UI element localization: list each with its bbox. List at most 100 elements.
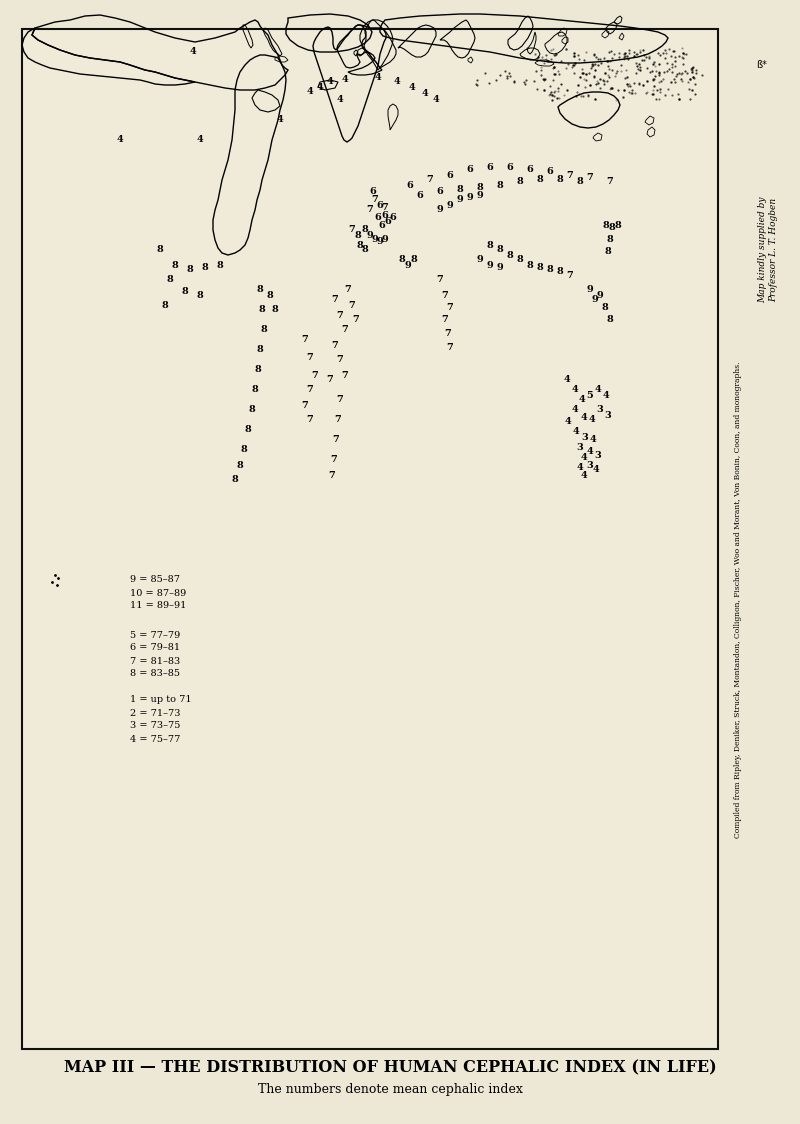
Text: 8: 8 — [526, 261, 534, 270]
Text: 9: 9 — [437, 206, 443, 215]
Text: 7: 7 — [437, 275, 443, 284]
Text: 7: 7 — [426, 175, 434, 184]
Text: MAP III — THE DISTRIBUTION OF HUMAN CEPHALIC INDEX (IN LIFE): MAP III — THE DISTRIBUTION OF HUMAN CEPH… — [64, 1060, 716, 1077]
Text: 4: 4 — [306, 88, 314, 97]
Text: 8: 8 — [249, 406, 255, 415]
Text: 6: 6 — [546, 167, 554, 176]
Text: 8: 8 — [237, 461, 243, 470]
Text: 10 = 87–89: 10 = 87–89 — [130, 589, 186, 598]
Text: 7: 7 — [382, 203, 388, 212]
Text: 8: 8 — [357, 241, 363, 250]
Text: 4: 4 — [586, 447, 594, 456]
Text: 3 = 73–75: 3 = 73–75 — [130, 722, 180, 731]
Text: 6: 6 — [486, 163, 494, 172]
Text: 4: 4 — [572, 406, 578, 415]
Text: 6: 6 — [526, 165, 534, 174]
Text: 9: 9 — [586, 285, 594, 294]
Text: 4: 4 — [578, 396, 586, 405]
Text: 4: 4 — [374, 73, 382, 82]
Text: 9: 9 — [457, 196, 463, 205]
Text: 7 = 81–83: 7 = 81–83 — [130, 656, 180, 665]
Text: 4: 4 — [565, 417, 571, 426]
Text: 7: 7 — [333, 435, 339, 444]
Text: 7: 7 — [606, 178, 614, 187]
Text: 4: 4 — [394, 78, 400, 87]
Text: 8: 8 — [517, 178, 523, 187]
Text: 6: 6 — [390, 214, 396, 223]
Text: 4: 4 — [602, 390, 610, 399]
Text: 7: 7 — [312, 371, 318, 380]
Text: 8: 8 — [162, 300, 168, 309]
Text: 7: 7 — [442, 316, 448, 325]
Text: 7: 7 — [353, 316, 359, 325]
Text: 5 = 77–79: 5 = 77–79 — [130, 631, 180, 640]
Text: 8: 8 — [245, 426, 251, 435]
Text: 8: 8 — [217, 261, 223, 270]
Text: 3: 3 — [594, 451, 602, 460]
Text: 8: 8 — [252, 386, 258, 395]
Text: 4: 4 — [117, 136, 123, 145]
Text: 8: 8 — [486, 241, 494, 250]
Text: 8: 8 — [546, 265, 554, 274]
Text: 8: 8 — [614, 220, 622, 229]
Text: Map kindly supplied by
Professor L. T. Hogben: Map kindly supplied by Professor L. T. H… — [758, 197, 778, 303]
Text: 9: 9 — [377, 237, 383, 246]
Text: 7: 7 — [306, 386, 314, 395]
Text: 4 = 75–77: 4 = 75–77 — [130, 734, 180, 743]
Text: 7: 7 — [586, 173, 594, 182]
Text: 8: 8 — [166, 275, 174, 284]
Text: 8: 8 — [410, 255, 418, 264]
Text: 4: 4 — [593, 465, 599, 474]
Text: 8 = 83–85: 8 = 83–85 — [130, 670, 180, 679]
Text: 9 = 85–87: 9 = 85–87 — [130, 575, 180, 584]
Text: 8: 8 — [266, 290, 274, 299]
Text: 4: 4 — [594, 386, 602, 395]
Text: 6: 6 — [370, 188, 376, 197]
Text: 8: 8 — [537, 263, 543, 272]
Text: 4: 4 — [190, 47, 196, 56]
Text: 9: 9 — [477, 255, 483, 264]
Text: 8: 8 — [557, 175, 563, 184]
Text: 7: 7 — [349, 226, 355, 235]
Text: 8: 8 — [362, 226, 368, 235]
Text: 8: 8 — [398, 255, 406, 264]
Text: ß*: ß* — [756, 60, 767, 70]
Text: 8: 8 — [254, 365, 262, 374]
Text: 3: 3 — [582, 434, 588, 443]
Text: 8: 8 — [557, 268, 563, 277]
Text: 8: 8 — [602, 220, 610, 229]
Text: 11 = 89–91: 11 = 89–91 — [130, 601, 186, 610]
Text: 7: 7 — [332, 296, 338, 305]
Text: 7: 7 — [445, 329, 451, 338]
Text: 6: 6 — [378, 220, 386, 229]
Text: 6: 6 — [374, 214, 382, 223]
Text: 4: 4 — [433, 96, 439, 105]
Bar — [22, 29, 718, 1049]
Text: 1 = up to 71: 1 = up to 71 — [130, 696, 192, 705]
Text: 4: 4 — [581, 471, 587, 480]
Text: 6 = 79–81: 6 = 79–81 — [130, 644, 180, 653]
Text: 7: 7 — [566, 271, 574, 280]
Text: 7: 7 — [326, 375, 334, 384]
Text: 9: 9 — [497, 263, 503, 272]
Text: 8: 8 — [457, 185, 463, 194]
Text: 4: 4 — [581, 414, 587, 423]
Text: 4: 4 — [409, 83, 415, 92]
Text: 8: 8 — [606, 236, 614, 245]
Text: 8: 8 — [497, 245, 503, 254]
Text: 9: 9 — [486, 261, 494, 270]
Text: 4: 4 — [589, 416, 595, 425]
Text: 7: 7 — [329, 471, 335, 480]
Text: 7: 7 — [342, 326, 348, 335]
Text: 6: 6 — [466, 165, 474, 174]
Text: 7: 7 — [446, 303, 454, 312]
Text: 4: 4 — [317, 83, 323, 92]
Text: 6: 6 — [385, 218, 391, 227]
Text: 7: 7 — [334, 416, 342, 425]
Text: 7: 7 — [302, 335, 308, 344]
Text: 7: 7 — [566, 171, 574, 180]
Text: 6: 6 — [417, 190, 423, 199]
Text: 4: 4 — [590, 435, 596, 444]
Text: 7: 7 — [446, 344, 454, 353]
Text: 9: 9 — [446, 200, 454, 209]
